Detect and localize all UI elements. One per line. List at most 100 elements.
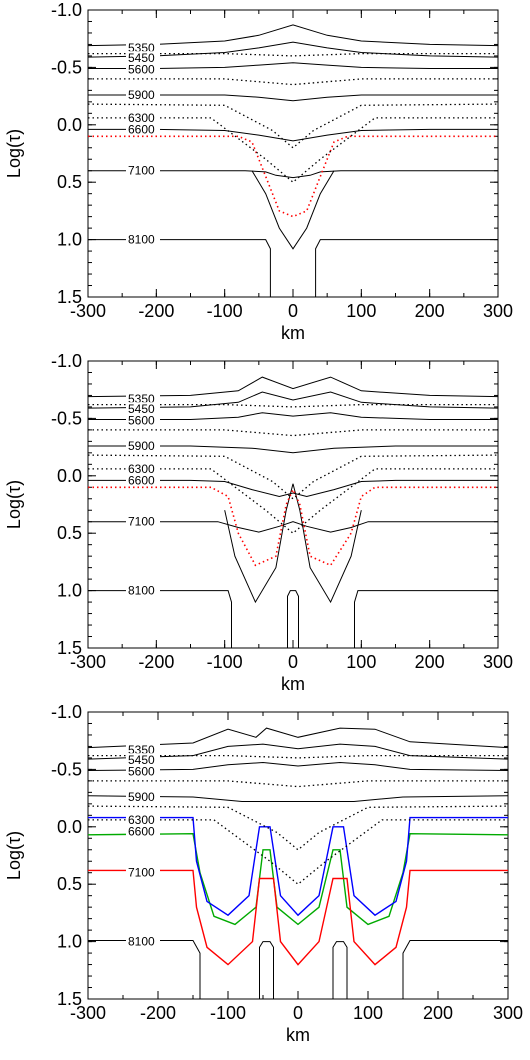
isotherm-label-bg (126, 789, 160, 803)
series-group (88, 727, 508, 999)
dotted-isoline (88, 78, 498, 86)
isotherm-label-6300: 6300 (128, 813, 155, 827)
chart-panel-2: -300 -200 -100 0 100 200 300 -1.0 -0.5 0.0 0.5 1.0 1… (4, 351, 513, 694)
isotherm-label-7100: 7100 (128, 164, 155, 178)
y-tick-label: -0.5 (51, 408, 82, 428)
isotherm-label-bg (126, 934, 160, 948)
x-tick-label: 0 (293, 1003, 303, 1023)
y-tick-label: 0.5 (57, 172, 82, 192)
isotherm-label-5450: 5450 (128, 753, 155, 767)
x-axis-label: km (281, 323, 305, 343)
series-line-8100-dip (251, 170, 335, 250)
dotted-isoline (88, 780, 508, 788)
x-axis-label: km (281, 674, 305, 694)
isotherm-label-bg (126, 413, 160, 427)
dotted-isoline (88, 819, 508, 886)
x-tick-label: 300 (483, 652, 513, 672)
y-tick-label: -1.0 (51, 351, 82, 371)
x-tick-label: 0 (288, 652, 298, 672)
series-line-7100 (88, 869, 508, 966)
series-line-5900 (88, 94, 498, 102)
isotherm-label-5900: 5900 (128, 790, 155, 804)
isotherm-label-bg (126, 51, 160, 65)
x-tick-label: -200 (138, 652, 174, 672)
isotherm-label-bg (126, 438, 160, 452)
isotherm-label-bg (126, 753, 160, 767)
series-line-8100-centers (259, 941, 274, 999)
y-tick-label: 0.5 (57, 874, 82, 894)
dotted-isoline (88, 805, 508, 851)
x-tick-label: -300 (70, 1003, 106, 1023)
series-line-8100 (88, 239, 271, 297)
series-line-5450 (88, 41, 498, 58)
series-line-8100-centers (332, 941, 348, 999)
y-tick-label: 0.0 (57, 115, 82, 135)
series-line-5450 (88, 391, 498, 409)
series-line-5350 (88, 24, 498, 47)
y-axis-label: Log(τ) (4, 480, 24, 529)
chart-panel-1: -300 -200 -100 0 100 200 300 -1.0 -0.5 0.0 0.5 1.0 1… (4, 0, 513, 343)
chart-panel-3: -300 -200 -100 0 100 200 300 -1.0 -0.5 0.0 0.5 1.0 1… (4, 702, 523, 1045)
isotherm-label-5600: 5600 (128, 414, 155, 428)
series-line-5600 (88, 62, 498, 69)
isotherm-label-5600: 5600 (128, 63, 155, 77)
y-tick-label: 0.5 (57, 523, 82, 543)
y-tick-label: 1.0 (57, 581, 82, 601)
series-line-8100-dips (224, 483, 362, 604)
series-line-5450 (88, 743, 508, 760)
x-tick-label: -200 (140, 1003, 176, 1023)
series-line-5350 (88, 376, 498, 398)
isotherm-label-6600: 6600 (128, 824, 155, 838)
y-axis-label: Log(τ) (4, 129, 24, 178)
series-line-7100 (88, 521, 498, 533)
isotherm-label-bg (126, 583, 160, 597)
isotherm-label-bg (126, 742, 160, 756)
y-tick-label: 0.0 (57, 466, 82, 486)
dotted-isoline (88, 117, 498, 184)
x-tick-label: 200 (423, 1003, 453, 1023)
isotherm-label-6300: 6300 (128, 462, 155, 476)
isotherm-label-5900: 5900 (128, 88, 155, 102)
series-line-8100 (88, 940, 201, 999)
series-line-5350 (88, 727, 508, 749)
y-tick-label: 1.0 (57, 932, 82, 952)
isotherm-label-bg (126, 764, 160, 778)
isotherm-label-bg (126, 514, 160, 528)
x-tick-label: -300 (70, 652, 106, 672)
x-tick-label: 100 (346, 652, 376, 672)
isotherm-label-bg (126, 122, 160, 136)
y-tick-label: -1.0 (51, 0, 82, 20)
isotherm-label-8100: 8100 (128, 233, 155, 247)
y-tick-label: 1.5 (57, 287, 82, 307)
isotherm-label-bg (126, 110, 160, 124)
isotherm-label-bg (126, 461, 160, 475)
series-line-5900 (88, 445, 498, 454)
isotherm-label-bg (126, 391, 160, 405)
series-group (88, 376, 498, 648)
x-tick-label: 200 (415, 652, 445, 672)
series-line-6300 (88, 816, 508, 917)
dotted-isoline (88, 52, 498, 57)
series-line-8100 (88, 590, 232, 648)
series-group (88, 24, 498, 297)
x-tick-label: -100 (207, 301, 243, 321)
series-line-5900 (88, 795, 508, 802)
x-tick-label: 300 (493, 1003, 523, 1023)
y-tick-label: -1.0 (51, 702, 82, 722)
isotherm-label-bg (126, 62, 160, 76)
isotherm-label-8100: 8100 (128, 935, 155, 949)
isotherm-label-6600: 6600 (128, 473, 155, 487)
isotherm-label-bg (126, 232, 160, 246)
y-tick-label: 1.0 (57, 230, 82, 250)
x-tick-label: -300 (70, 301, 106, 321)
y-tick-label: 1.5 (57, 638, 82, 658)
isotherm-label-bg (126, 163, 160, 177)
y-tick-label: -0.5 (51, 57, 82, 77)
dotted-isoline (88, 403, 498, 408)
x-tick-label: -100 (210, 1003, 246, 1023)
isotherm-label-5450: 5450 (128, 51, 155, 65)
isotherm-label-bg (126, 402, 160, 416)
isotherm-label-6300: 6300 (128, 111, 155, 125)
isotherm-label-7100: 7100 (128, 866, 155, 880)
